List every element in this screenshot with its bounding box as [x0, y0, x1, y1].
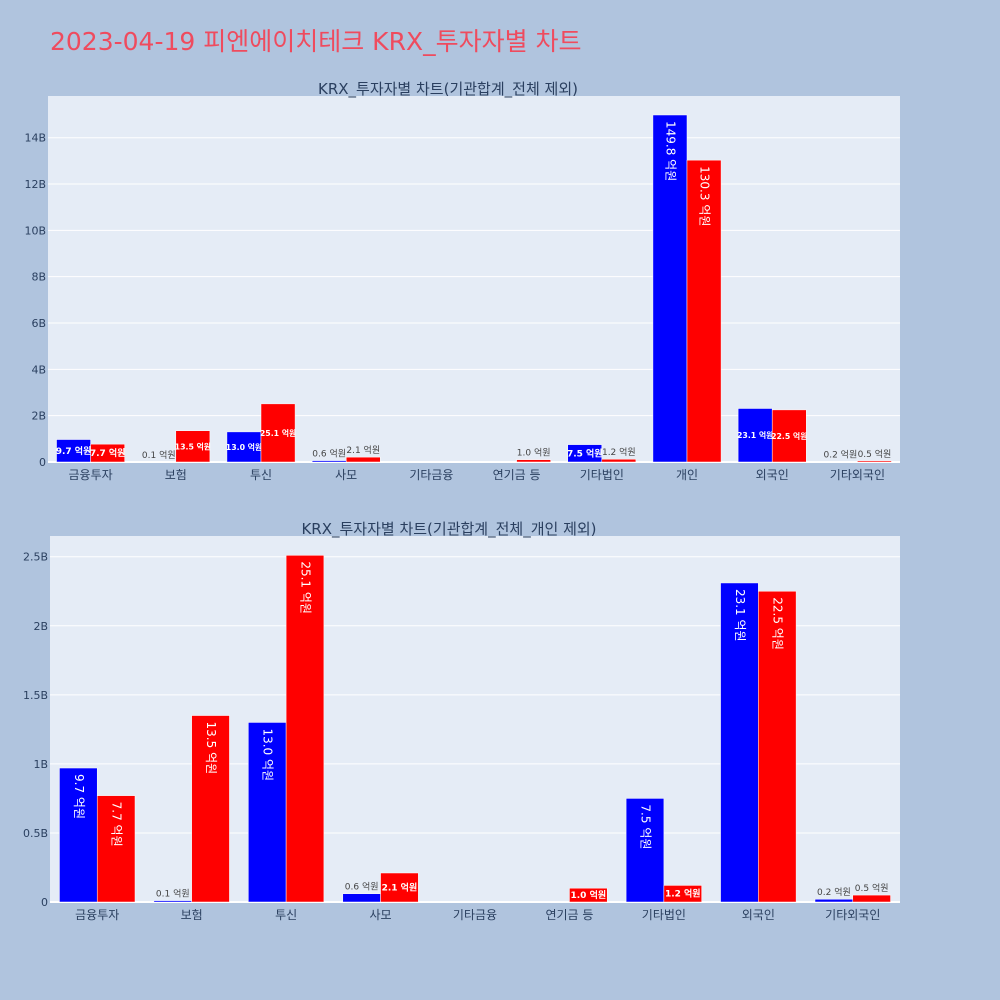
data-label: 7.5 억원 [639, 804, 653, 849]
y-tick-label: 6B [31, 317, 46, 330]
bar [90, 443, 125, 463]
x-tick-label: 기타법인 [642, 908, 686, 922]
bar [345, 456, 381, 463]
x-tick-label: 연기금 등 [545, 908, 593, 922]
bar [758, 590, 797, 903]
data-label: 13.5 억원 [175, 441, 211, 451]
y-tick-label: 2B [33, 620, 48, 633]
data-label: 13.5 억원 [204, 722, 218, 775]
bar [175, 430, 211, 463]
y-tick-label: 0 [41, 896, 48, 909]
data-label: 0.5 억원 [858, 448, 892, 460]
bar [248, 722, 287, 903]
plot-area [48, 96, 900, 462]
bar [96, 795, 136, 903]
bar [516, 459, 551, 463]
data-label: 9.7 억원 [72, 774, 86, 819]
x-tick-label: 기타금융 [453, 908, 497, 922]
bar [814, 898, 854, 903]
x-tick-label: 기타금융 [409, 468, 453, 482]
y-tick-label: 2B [31, 410, 46, 423]
data-label: 1.0 억원 [517, 447, 551, 459]
data-label: 25.1 억원 [299, 561, 313, 614]
x-tick-label: 기타외국인 [825, 908, 880, 922]
data-label: 9.7 억원 [56, 445, 92, 457]
y-tick-label: 8B [31, 271, 46, 284]
bar [260, 403, 296, 463]
data-label: 13.0 억원 [261, 728, 275, 781]
x-tick-label: 연기금 등 [493, 468, 541, 482]
x-tick-label: 사모 [335, 468, 357, 482]
x-tick-label: 보험 [181, 908, 203, 922]
data-label: 1.2 억원 [665, 888, 701, 900]
data-label: 0.6 억원 [345, 881, 379, 893]
bar [380, 872, 419, 903]
x-tick-label: 개인 [676, 468, 698, 482]
y-tick-label: 12B [24, 178, 46, 191]
x-tick-label: 외국인 [756, 468, 789, 482]
x-tick-label: 금융투자 [69, 468, 113, 482]
y-tick-label: 14B [24, 132, 46, 145]
y-tick-label: 4B [31, 363, 46, 376]
bar-chart-bottom: KRX_투자자별 차트(기관합계_전체_개인 제외) 0 0.5B 1B 1.5B 2B 2… [23, 520, 900, 922]
bar [771, 409, 807, 463]
data-label: 25.1 억원 [260, 428, 296, 438]
bar [569, 887, 608, 903]
y-tick-label: 1.5B [23, 689, 48, 702]
x-tick-label: 금융투자 [75, 908, 119, 922]
bar [720, 582, 759, 903]
x-tick-label: 기타외국인 [830, 468, 885, 482]
bar [852, 894, 891, 903]
bar [567, 444, 603, 463]
data-label: 13.0 억원 [226, 442, 262, 452]
bar [857, 460, 892, 463]
x-tick-label: 외국인 [742, 908, 775, 922]
y-tick-label: 10B [24, 224, 46, 237]
y-tick-label: 1B [33, 758, 48, 771]
data-label: 0.1 억원 [142, 449, 176, 461]
data-label: 1.0 억원 [571, 889, 607, 901]
bar [342, 893, 381, 903]
data-label: 0.2 억원 [817, 886, 851, 898]
bar [59, 767, 98, 903]
data-label: 2.1 억원 [346, 444, 380, 456]
bar [663, 885, 702, 903]
data-label: 23.1 억원 [737, 430, 773, 440]
bar [311, 460, 347, 463]
data-label: 0.1 억원 [156, 888, 190, 900]
bar [625, 798, 665, 903]
chart-title: KRX_투자자별 차트(기관합계_전체_개인 제외) [301, 520, 596, 539]
bar [191, 715, 230, 903]
x-tick-label: 기타법인 [580, 468, 624, 482]
data-label: 22.5 억원 [771, 597, 785, 650]
data-label: 7.7 억원 [110, 802, 124, 847]
x-tick-label: 투신 [250, 468, 272, 482]
data-label: 7.7 억원 [90, 447, 126, 459]
bar-chart-top: KRX_투자자별 차트(기관합계_전체 제외) 0 2B 4B 6B 8B 10B 12B 14… [24, 80, 900, 482]
data-label: 1.2 억원 [602, 446, 636, 458]
data-label: 149.8 억원 [663, 121, 677, 181]
data-label: 22.5 억원 [771, 431, 807, 441]
data-label: 130.3 억원 [698, 166, 712, 226]
y-tick-label: 2.5B [23, 551, 48, 564]
data-label: 2.1 억원 [382, 881, 418, 893]
bar [652, 114, 688, 463]
x-tick-label: 보험 [165, 468, 187, 482]
bar [153, 900, 192, 903]
bar [285, 555, 325, 903]
y-tick-label: 0.5B [23, 827, 48, 840]
data-label: 23.1 억원 [733, 589, 747, 642]
x-tick-label: 사모 [370, 908, 392, 922]
x-tick-label: 투신 [275, 908, 297, 922]
chart-title: KRX_투자자별 차트(기관합계_전체 제외) [318, 80, 578, 99]
data-label: 0.6 억원 [312, 448, 346, 460]
y-tick-label: 0 [39, 456, 46, 469]
bar [737, 408, 773, 463]
bar [601, 458, 637, 463]
data-label: 0.5 억원 [855, 882, 889, 894]
page-title: 2023-04-19 피엔에이치테크 KRX_투자자별 차트 [50, 27, 582, 56]
bar [686, 159, 722, 463]
data-label: 7.5 억원 [567, 447, 603, 459]
data-label: 0.2 억원 [823, 449, 857, 461]
